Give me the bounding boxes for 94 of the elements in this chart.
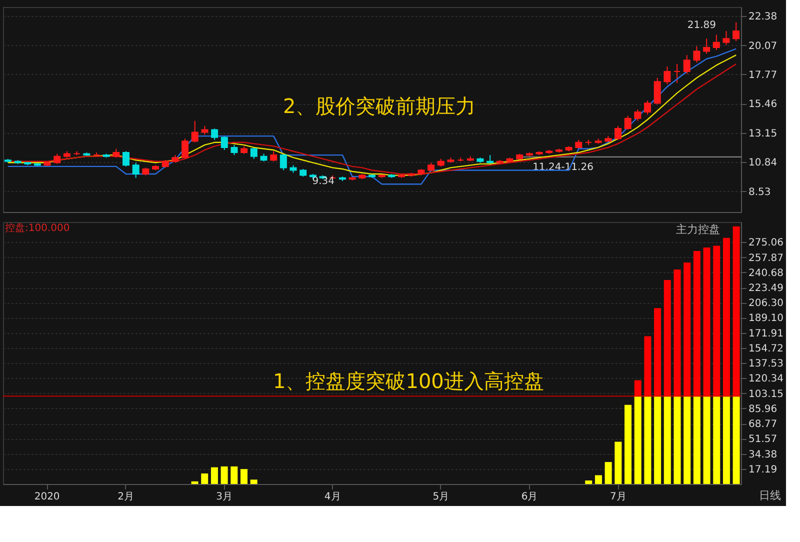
candlestick: [712, 34, 720, 51]
candlestick: [732, 22, 740, 42]
candlestick: [634, 109, 642, 122]
candlestick: [683, 54, 690, 75]
y-tick-label: 120.34: [748, 374, 784, 385]
candlestick: [230, 144, 238, 156]
annotation: 主力控盘: [676, 223, 720, 236]
annotation: 2、股价突破前期压力: [283, 94, 476, 118]
bar: [722, 396, 730, 484]
y-tick-label: 275.06: [748, 238, 784, 249]
y-tick-label: 68.77: [748, 419, 778, 430]
y-tick-label: 206.30: [748, 298, 784, 310]
candlestick: [654, 77, 661, 105]
bar: [713, 246, 720, 396]
y-tick-label: 171.91: [748, 328, 784, 340]
candlestick: [614, 125, 622, 140]
y-tick-label: 34.38: [748, 449, 778, 460]
bar: [713, 396, 720, 484]
candlestick: [674, 63, 681, 84]
bar: [220, 466, 228, 484]
bar: [624, 404, 632, 484]
bar: [693, 251, 700, 396]
candlestick: [624, 115, 632, 130]
x-tick-label: 4月: [324, 492, 341, 502]
bar: [585, 480, 592, 484]
bar: [703, 396, 710, 484]
x-tick-label: 2月: [118, 492, 134, 502]
annotation: 控盘:100.000: [5, 222, 70, 234]
bar: [614, 442, 622, 484]
y-tick-label: 85.96: [748, 404, 778, 415]
candlestick: [644, 100, 652, 116]
bar: [722, 238, 730, 396]
candlestick: [132, 162, 140, 178]
y-tick-label: 17.77: [748, 70, 778, 81]
bar: [644, 336, 652, 396]
candlestick: [182, 138, 189, 160]
bar: [634, 380, 642, 396]
y-tick-label: 240.68: [748, 268, 784, 279]
y-tick-label: 154.72: [748, 343, 784, 354]
bar: [684, 262, 691, 396]
x-tick-label: 7月: [610, 492, 626, 502]
annotation: 1、控盘度突破100进入高控盘: [273, 369, 544, 393]
bar: [604, 462, 612, 484]
y-tick-label: 22.38: [748, 12, 778, 23]
bar: [210, 467, 218, 484]
bar: [594, 475, 602, 484]
candlestick: [122, 150, 130, 167]
candlestick: [722, 30, 730, 46]
bar: [250, 480, 258, 484]
y-tick-label: 103.15: [748, 388, 784, 400]
y-tick-label: 51.57: [748, 434, 778, 446]
bar: [230, 466, 238, 484]
x-tick-label: 6月: [521, 492, 538, 502]
bar: [634, 396, 642, 484]
candlestick: [693, 46, 700, 64]
annotation: 9.34: [312, 176, 334, 188]
bar: [703, 247, 710, 396]
bar: [732, 396, 740, 484]
x-tick-label: 3月: [216, 492, 232, 502]
bar: [240, 469, 248, 484]
x-tick-label: 5月: [432, 492, 450, 502]
candlestick: [220, 136, 228, 150]
candlestick: [191, 120, 198, 143]
y-tick-label: 137.53: [748, 358, 784, 370]
y-tick-label: 189.10: [748, 313, 784, 324]
bar: [674, 396, 681, 484]
bar: [684, 396, 691, 484]
x-tick-label: 2020: [34, 492, 60, 502]
text: 日线: [759, 489, 781, 502]
candlestick: [211, 128, 218, 140]
bar: [654, 396, 662, 484]
bar: [674, 269, 681, 396]
y-tick-label: 8.53: [748, 186, 771, 198]
bar: [664, 396, 671, 484]
candlestick: [280, 153, 287, 171]
bar: [644, 396, 652, 484]
bar: [664, 280, 671, 396]
annotation: 21.89: [687, 20, 716, 31]
y-tick-label: 15.46: [748, 99, 778, 110]
candlestick: [664, 66, 671, 85]
y-tick-label: 223.49: [748, 283, 784, 294]
y-tick-label: 13.15: [748, 128, 778, 140]
y-tick-label: 257.87: [748, 252, 784, 264]
candlestick: [703, 38, 710, 54]
bar: [693, 396, 700, 484]
bar: [201, 473, 208, 484]
bar: [654, 308, 662, 396]
bar: [191, 481, 198, 484]
y-tick-label: 10.84: [748, 158, 778, 169]
candlestick: [270, 150, 278, 162]
y-tick-label: 17.19: [748, 464, 778, 476]
candlestick: [54, 153, 61, 164]
bar: [732, 226, 740, 396]
y-tick-label: 20.07: [748, 40, 778, 52]
